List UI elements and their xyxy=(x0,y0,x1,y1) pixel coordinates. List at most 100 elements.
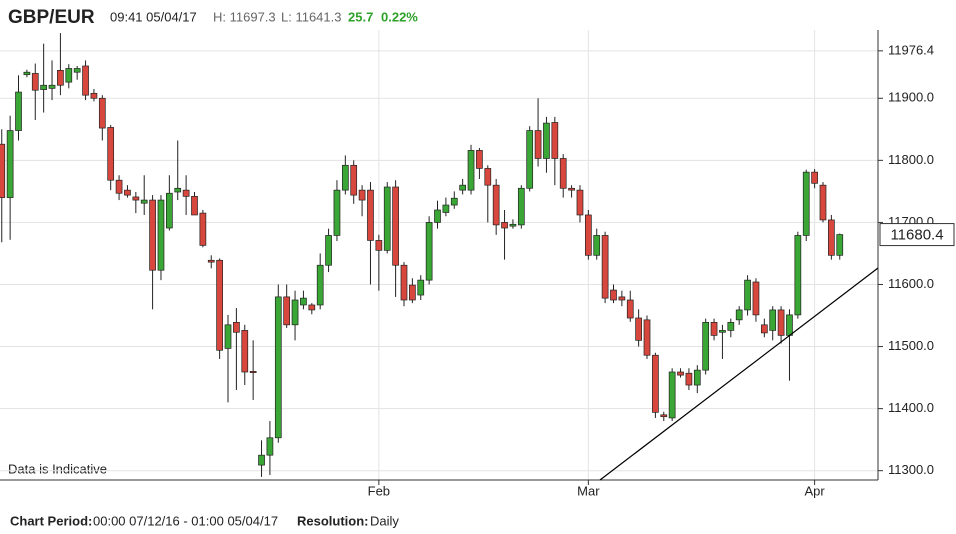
candle-body xyxy=(325,235,332,266)
candle-body xyxy=(836,234,844,256)
candle-body xyxy=(593,235,601,256)
y-tick-label: 11400.0 xyxy=(888,400,934,415)
x-tick-label: Apr xyxy=(804,483,825,498)
candle-body xyxy=(727,321,735,331)
x-tick-label: Feb xyxy=(368,483,390,498)
y-tick-label: 11976.4 xyxy=(888,42,934,57)
candle-body xyxy=(677,371,684,376)
candle-body xyxy=(367,189,374,241)
candle-body xyxy=(316,264,324,306)
candle-body xyxy=(73,68,81,73)
candle-body xyxy=(258,454,265,466)
candle-body xyxy=(350,164,358,196)
candle-body xyxy=(308,304,316,311)
candle-body xyxy=(31,73,39,91)
candle-body xyxy=(0,143,6,198)
candle-body xyxy=(140,199,148,204)
candle-body xyxy=(392,186,399,266)
candle-body xyxy=(626,299,634,319)
candle-body xyxy=(543,122,550,159)
candle-body xyxy=(15,91,22,131)
candle-body xyxy=(685,372,693,386)
candle-body xyxy=(467,150,475,191)
candle-body xyxy=(534,130,542,159)
candle-body xyxy=(652,354,659,413)
candle-body xyxy=(450,197,458,206)
candle-body xyxy=(6,130,14,198)
candle-body xyxy=(819,184,827,221)
candle-body xyxy=(517,187,525,226)
candle-body xyxy=(224,324,232,349)
candle-body xyxy=(643,319,651,356)
candle-body xyxy=(82,65,89,96)
candle-body xyxy=(828,219,835,256)
candle-body xyxy=(383,186,391,251)
candle-body xyxy=(149,199,156,271)
candle-body xyxy=(341,164,349,191)
candle-body xyxy=(166,192,173,229)
candle-body xyxy=(274,296,282,439)
candle-body xyxy=(442,204,450,213)
candle-body xyxy=(157,199,165,271)
candle-body xyxy=(48,84,56,89)
candle-body xyxy=(568,187,575,191)
candle-body xyxy=(769,309,777,331)
candle-body xyxy=(476,150,483,169)
candle-body xyxy=(811,171,818,184)
candle-body xyxy=(601,235,609,299)
candle-body xyxy=(283,296,291,326)
candle-body xyxy=(735,309,743,321)
candle-body xyxy=(434,209,441,223)
candle-body xyxy=(241,330,249,373)
candle-body xyxy=(124,189,131,196)
candle-body xyxy=(710,321,718,336)
candle-body xyxy=(794,235,802,316)
candle-body xyxy=(233,321,240,333)
candle-body xyxy=(777,309,785,336)
candle-body xyxy=(107,127,115,181)
period: 00:00 07/12/16 - 01:00 05/04/17 xyxy=(93,513,278,528)
candle-body xyxy=(333,189,341,236)
candle-body xyxy=(425,222,433,281)
candle-body xyxy=(693,369,701,386)
candle-body xyxy=(199,212,207,246)
candle-body xyxy=(65,68,73,83)
candle-body xyxy=(115,179,123,194)
candle-body xyxy=(40,84,48,90)
candle-body xyxy=(802,171,810,236)
candle-body xyxy=(400,264,408,301)
y-tick-label: 11800.0 xyxy=(888,152,934,167)
candle-body xyxy=(57,69,64,86)
last-price-box xyxy=(879,223,955,247)
candle-body xyxy=(358,189,366,201)
candle-body xyxy=(207,259,215,263)
candle-body xyxy=(492,184,500,226)
period-label: Chart Period: xyxy=(10,513,92,528)
y-tick-label: 11300.0 xyxy=(888,462,934,477)
candle-body xyxy=(182,189,190,197)
candle-body xyxy=(668,371,676,419)
change-pct: 0.22% xyxy=(381,9,418,24)
time: 09:41 05/04/17 xyxy=(110,9,197,24)
change: 25.7 xyxy=(348,9,373,24)
candle-body xyxy=(23,71,31,76)
resolution-label: Resolution: xyxy=(297,513,369,528)
candle-body xyxy=(132,196,140,201)
candle-body xyxy=(752,281,760,316)
candle-body xyxy=(98,97,106,129)
candle-body xyxy=(174,187,182,193)
note: Data is Indicative xyxy=(8,461,107,476)
candle-body xyxy=(584,214,592,256)
low: L: 11641.3 xyxy=(281,9,341,24)
candle-body xyxy=(702,321,710,371)
y-tick-label: 11600.0 xyxy=(888,276,934,291)
candle-body xyxy=(786,314,793,336)
candle-body xyxy=(526,130,534,189)
candle-body xyxy=(559,158,567,189)
high: H: 11697.3 xyxy=(213,9,276,24)
candle-body xyxy=(501,222,508,229)
candle-body xyxy=(719,330,726,333)
candle-body xyxy=(610,289,617,301)
